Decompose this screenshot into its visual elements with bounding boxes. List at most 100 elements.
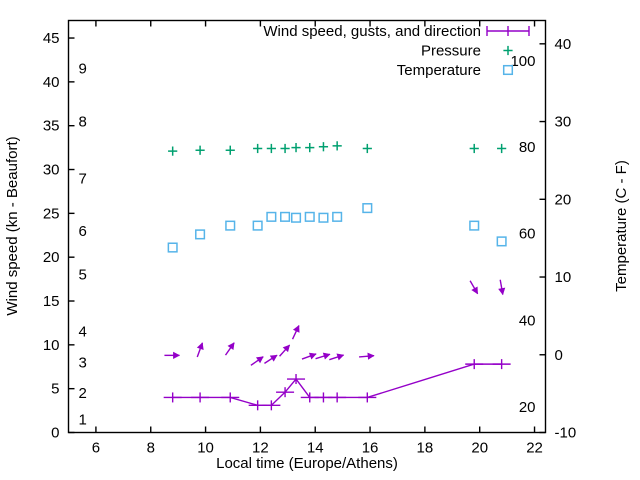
plot-frame — [67, 19, 547, 434]
wind-speed-marker — [328, 392, 347, 403]
x-tick-label: 20 — [471, 440, 488, 457]
wind-speed-marker — [358, 392, 377, 403]
x-axis-title: Local time (Europe/Athens) — [216, 455, 398, 472]
y-tick-label: 10 — [43, 337, 60, 354]
y-axis-left-ticks: 0 5 10 15 20 25 30 35 40 45 — [43, 30, 75, 442]
temperature-marker — [266, 211, 277, 222]
temperature-marker — [290, 212, 302, 223]
pressure-marker — [225, 145, 235, 155]
series-wind-direction-arrows — [164, 279, 506, 366]
legend-label: Temperature — [397, 62, 481, 79]
temperature-marker — [362, 203, 373, 214]
y-tick-label: 35 — [43, 118, 60, 135]
x-tick-label: 6 — [92, 440, 100, 457]
y2-tick-label: 40 — [555, 36, 572, 53]
y2-tick-label: 0 — [555, 347, 563, 364]
pressure-marker — [318, 142, 329, 152]
x-tick-label: 12 — [252, 440, 269, 457]
wind-direction-arrow — [329, 353, 345, 361]
y2-fahrenheit-label: 60 — [519, 225, 536, 242]
y-tick-label: 40 — [43, 74, 60, 91]
temperature-marker — [225, 220, 236, 231]
temperature-marker — [332, 211, 343, 222]
pressure-marker — [497, 143, 507, 154]
legend-entry: Wind speed, gusts, and direction — [263, 23, 530, 40]
y-axis-left-beaufort-ticks: 1 2 3 4 5 6 7 8 9 — [79, 61, 87, 429]
y-axis-left-title: Wind speed (kn - Beaufort) — [4, 136, 21, 315]
y-axis-right-ticks: -10 0 10 20 30 40 — [539, 36, 577, 442]
wind-direction-arrow — [301, 352, 317, 360]
series-wind-speed — [163, 359, 511, 411]
y2-fahrenheit-label: 100 — [510, 53, 535, 70]
y-beaufort-label: 8 — [79, 113, 87, 130]
y2-tick-label: 10 — [555, 269, 572, 286]
pressure-marker — [291, 143, 301, 153]
pressure-marker — [362, 143, 372, 154]
wind-speed-marker — [262, 400, 281, 411]
y-tick-label: 5 — [51, 381, 59, 398]
wind-speed-marker — [191, 392, 210, 403]
pressure-marker — [469, 143, 479, 154]
temperature-marker — [280, 211, 291, 222]
legend-swatch-square — [502, 64, 514, 76]
wind-speed-marker — [465, 359, 484, 370]
pressure-marker — [332, 141, 342, 151]
y-beaufort-label: 5 — [79, 267, 87, 284]
x-axis-ticks: 6 8 10 12 14 16 18 20 22 — [92, 20, 543, 457]
pressure-marker — [195, 145, 205, 155]
x-tick-label: 22 — [526, 440, 543, 457]
wind-speed-marker — [276, 387, 295, 398]
x-tick-label: 10 — [197, 440, 214, 457]
x-tick-label: 14 — [307, 440, 324, 457]
wind-direction-arrow — [469, 280, 479, 295]
legend-entry: Pressure — [421, 43, 513, 60]
y2-tick-label: 30 — [555, 114, 572, 131]
pressure-marker — [305, 143, 315, 153]
legend-label: Pressure — [421, 43, 481, 60]
wind-direction-arrow — [164, 351, 181, 359]
pressure-marker — [280, 143, 290, 154]
wind-direction-arrow — [291, 324, 300, 340]
wind-speed-marker — [221, 392, 240, 403]
pressure-marker — [168, 146, 178, 156]
y-tick-label: 45 — [43, 30, 60, 47]
y2-fahrenheit-label: 40 — [519, 313, 536, 330]
temperature-marker — [496, 236, 507, 247]
wind-direction-arrow — [498, 279, 506, 296]
y2-tick-label: 20 — [555, 191, 572, 208]
y-tick-label: 0 — [51, 425, 59, 442]
y-tick-label: 25 — [43, 205, 60, 222]
x-tick-label: 16 — [362, 440, 379, 457]
series-temperature — [167, 203, 507, 253]
x-tick-label: 18 — [417, 440, 434, 457]
y-axis-right-title: Temperature (C - F) — [613, 160, 630, 292]
y-beaufort-label: 2 — [79, 385, 87, 402]
pressure-marker — [266, 143, 276, 154]
series-pressure — [168, 141, 507, 156]
pressure-marker — [253, 143, 263, 154]
wind-direction-arrow — [196, 342, 204, 358]
temperature-marker — [469, 220, 480, 231]
temperature-marker — [304, 211, 315, 222]
y2-fahrenheit-label: 80 — [519, 139, 536, 156]
wind-direction-arrow — [279, 344, 291, 357]
y-tick-label: 15 — [43, 293, 60, 310]
temperature-marker — [252, 220, 263, 231]
y-beaufort-label: 6 — [79, 223, 87, 240]
wind-direction-arrow — [264, 354, 278, 364]
legend-entry: Temperature — [397, 62, 514, 79]
temperature-marker — [167, 242, 178, 253]
x-tick-label: 8 — [147, 440, 155, 457]
wind-direction-arrow — [315, 352, 331, 360]
wind-direction-arrow — [359, 352, 375, 360]
wind-direction-arrow — [250, 356, 264, 366]
y-tick-label: 20 — [43, 249, 60, 266]
wind-speed-marker — [287, 374, 306, 385]
wind-speed-marker — [163, 392, 182, 403]
wind-direction-arrow — [224, 342, 235, 356]
y-beaufort-label: 7 — [79, 170, 87, 187]
y2-tick-label: -10 — [555, 425, 577, 442]
y-axis-right-fahrenheit-ticks: 20 40 60 80 100 — [510, 53, 535, 416]
